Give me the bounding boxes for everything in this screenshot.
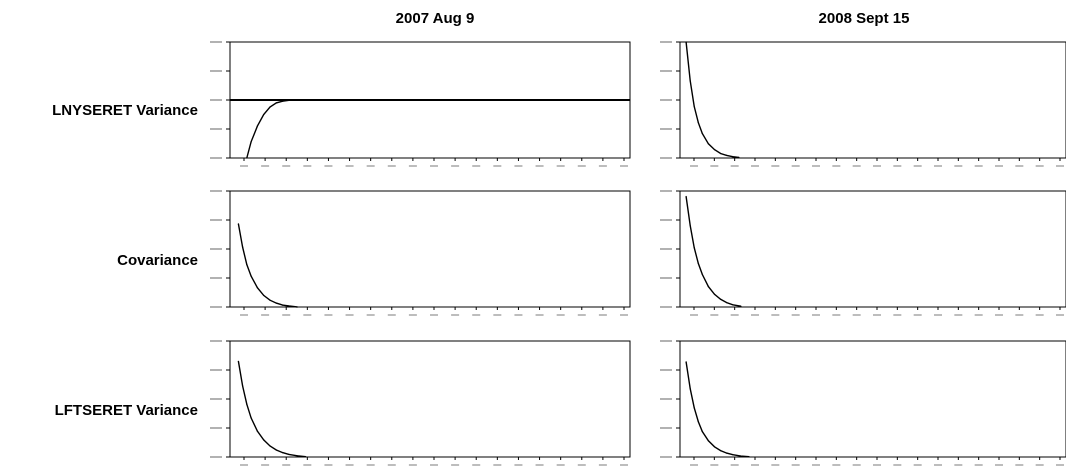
data-point [296,306,298,308]
data-point [288,453,290,455]
data-point [629,99,631,101]
data-point [740,455,742,457]
data-point [732,156,734,158]
data-point [263,439,265,441]
data-point [713,149,716,151]
data-point [282,452,284,454]
data-point [740,305,742,307]
data-point [288,99,290,101]
data-point [701,132,703,135]
data-point [689,388,691,390]
data-point [685,195,687,198]
data-point [246,263,248,266]
data-point [726,452,728,454]
row-label-lftseret: LFTSERET Variance [54,402,198,419]
data-point [263,294,265,296]
data-point [237,360,239,362]
data-point [720,298,722,300]
data-point [246,157,248,159]
data-point [246,403,248,405]
data-point [269,106,271,108]
data-point [269,445,271,447]
data-point [713,446,716,448]
data-point [275,449,277,451]
plot-frame [229,190,631,308]
data-point [726,302,728,304]
plot-frame [229,340,631,458]
plot-frame [679,190,1066,308]
data-point [288,305,290,307]
data-point [250,141,252,143]
data-point [748,456,750,458]
data-point [250,417,252,419]
data-point [720,450,722,452]
plot-frame [679,340,1066,458]
data-point [707,286,710,288]
data-point [697,421,699,423]
series-line [237,361,306,458]
data-point [693,247,695,249]
column-title-2007: 2007 Aug 9 [395,10,475,27]
data-point [713,293,716,295]
data-point [256,287,258,289]
data-point [707,143,710,145]
data-point [689,80,691,82]
data-point [693,407,695,409]
data-point [275,102,277,104]
data-point [242,246,244,248]
data-point [685,41,687,43]
data-point [242,385,244,387]
data-point [693,105,695,107]
data-point [697,122,699,124]
data-point [269,299,271,301]
data-point [275,302,277,304]
data-point [685,361,687,363]
data-point [282,304,284,306]
data-point [738,156,740,158]
data-point [263,113,265,116]
data-point [250,275,252,277]
column-title-2008: 2008 Sept 15 [818,10,910,27]
data-point [282,100,284,102]
data-point [292,99,294,101]
row-label-covariance: Covariance [117,252,198,269]
series-line [246,99,630,159]
data-point [256,430,258,432]
data-point [732,304,734,306]
data-point [701,273,703,275]
data-point [720,152,722,155]
data-point [732,454,734,456]
data-point [256,125,258,127]
plot-frame [679,41,1066,159]
data-point [701,430,703,433]
data-point [305,456,307,458]
data-point [237,223,239,225]
series-line [685,361,750,458]
data-point [697,262,699,264]
data-point [296,455,298,457]
data-point [689,224,691,227]
row-label-lnyseret: LNYSERET Variance [52,102,198,119]
data-point [707,440,710,442]
data-point [726,154,728,156]
